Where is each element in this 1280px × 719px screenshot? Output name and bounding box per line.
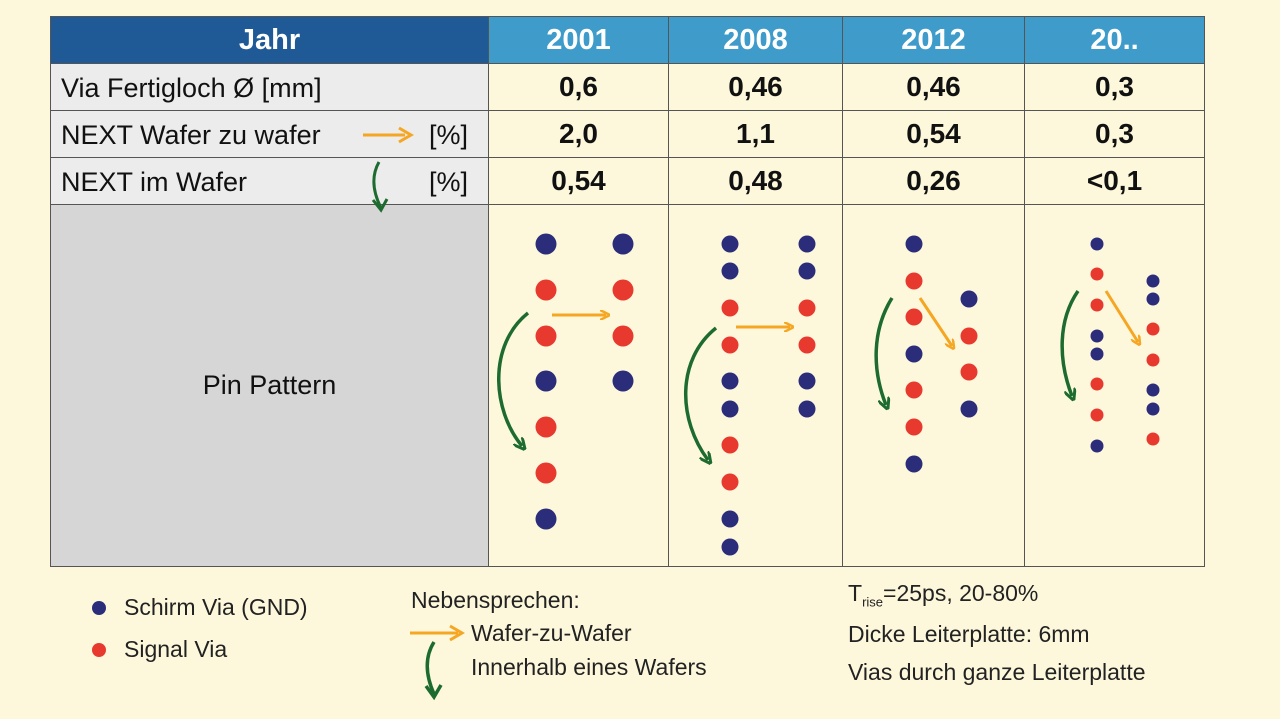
gnd-legend-label: Schirm Via (GND) bbox=[124, 594, 308, 620]
rise-time-symbol: T bbox=[848, 580, 863, 606]
header-year-2008: 2008 bbox=[668, 16, 843, 64]
pin-pattern-cell-2001 bbox=[488, 204, 669, 567]
row-label-next-in-wafer: NEXT im Wafer [%] bbox=[50, 157, 489, 213]
comparison-table: Jahr 2001 2008 2012 20.. Via Fertigloch … bbox=[50, 16, 1205, 567]
rise-time-subscript: rise bbox=[862, 594, 884, 610]
table-cell: 0,6 bbox=[488, 63, 669, 111]
gnd-legend-dot bbox=[92, 601, 106, 615]
wafer-to-wafer-legend-label: Wafer-zu-Wafer bbox=[471, 620, 632, 646]
table-row: NEXT Wafer zu wafer [%] 2,0 1,1 0,54 0,3 bbox=[50, 110, 1205, 158]
row-label-next-wafer-to-wafer: NEXT Wafer zu wafer [%] bbox=[50, 110, 489, 158]
table-row: Via Fertigloch Ø [mm] 0,6 0,46 0,46 0,3 bbox=[50, 63, 1205, 111]
pin-pattern-cell-future bbox=[1024, 204, 1205, 567]
table-cell: 1,1 bbox=[668, 110, 843, 158]
table-cell: 0,54 bbox=[842, 110, 1025, 158]
header-year-future: 20.. bbox=[1024, 16, 1205, 64]
table-cell: 0,54 bbox=[488, 157, 669, 205]
row-label-via-diameter: Via Fertigloch Ø [mm] bbox=[50, 63, 489, 111]
pin-pattern-label: Pin Pattern bbox=[50, 204, 489, 567]
header-year-2001: 2001 bbox=[488, 16, 669, 64]
row-label-text: NEXT im Wafer bbox=[61, 167, 248, 197]
table-cell: 0,46 bbox=[842, 63, 1025, 111]
thickness-note: Dicke Leiterplatte: 6mm bbox=[848, 621, 1090, 647]
row-unit: [%] bbox=[428, 167, 468, 197]
rise-time-note: Trise=25ps, 20-80% bbox=[848, 580, 1038, 610]
green-arrow-icon bbox=[371, 161, 389, 213]
table-cell: 0,48 bbox=[668, 157, 843, 205]
header-jahr: Jahr bbox=[50, 16, 489, 64]
orange-arrow-icon bbox=[410, 624, 465, 642]
signal-legend-label: Signal Via bbox=[124, 636, 228, 662]
signal-legend-dot bbox=[92, 643, 106, 657]
rise-time-value: =25ps, 20-80% bbox=[883, 580, 1039, 606]
row-unit: [%] bbox=[428, 120, 468, 150]
green-arrow-icon bbox=[424, 641, 443, 701]
pin-pattern-cell-2008 bbox=[668, 204, 843, 567]
vias-note: Vias durch ganze Leiterplatte bbox=[848, 659, 1146, 685]
table-row: NEXT im Wafer [%] 0,54 0,48 0,26 <0,1 bbox=[50, 157, 1205, 213]
table-cell: 0,3 bbox=[1024, 63, 1205, 111]
pin-pattern-cell-2012 bbox=[842, 204, 1025, 567]
within-wafer-legend-label: Innerhalb eines Wafers bbox=[471, 654, 707, 680]
table-cell: 0,3 bbox=[1024, 110, 1205, 158]
table-cell: <0,1 bbox=[1024, 157, 1205, 205]
orange-arrow-icon bbox=[363, 126, 414, 144]
pin-pattern-row: Pin Pattern bbox=[50, 204, 1205, 567]
crosstalk-title: Nebensprechen: bbox=[411, 587, 580, 613]
header-year-2012: 2012 bbox=[842, 16, 1025, 64]
table-cell: 0,46 bbox=[668, 63, 843, 111]
row-label-text: Via Fertigloch Ø [mm] bbox=[61, 73, 322, 103]
table-cell: 0,26 bbox=[842, 157, 1025, 205]
header-row: Jahr 2001 2008 2012 20.. bbox=[50, 16, 1205, 64]
row-label-text: NEXT Wafer zu wafer bbox=[61, 120, 321, 150]
table-cell: 2,0 bbox=[488, 110, 669, 158]
